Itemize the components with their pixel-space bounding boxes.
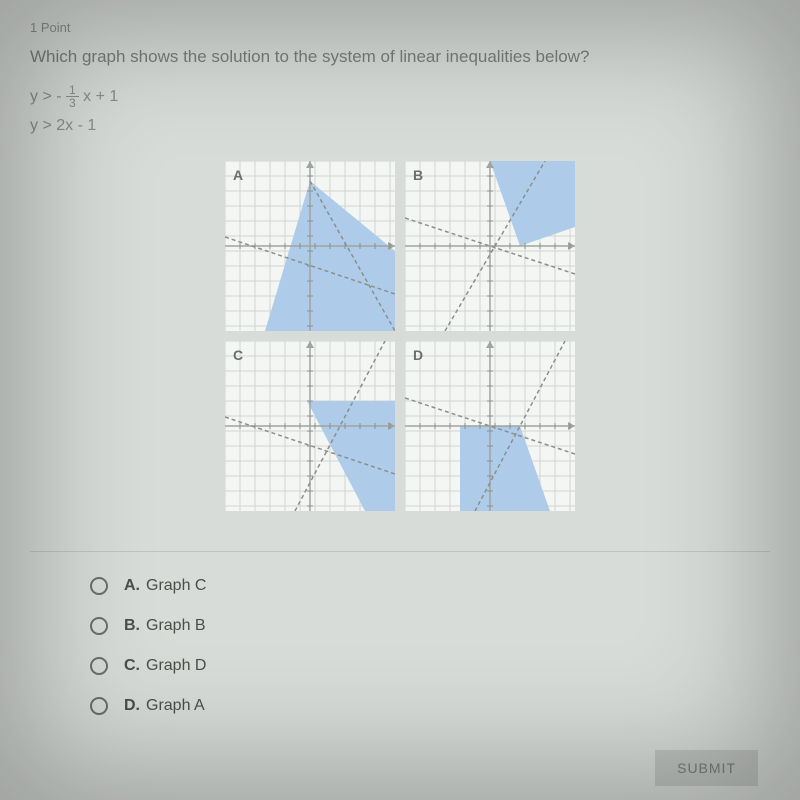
graph-c: C — [225, 341, 395, 511]
graph-label: B — [413, 167, 423, 183]
graphs-grid: A B C D — [30, 161, 770, 511]
question-text: Which graph shows the solution to the sy… — [30, 47, 770, 67]
radio-icon — [90, 657, 108, 675]
option-a[interactable]: A. Graph C — [90, 577, 770, 595]
fraction-denominator: 3 — [66, 97, 79, 109]
option-d[interactable]: D. Graph A — [90, 697, 770, 715]
formula-1: y > - 1 3 x + 1 — [30, 83, 770, 112]
graph-label: C — [233, 347, 243, 363]
formula-2: y > 2x - 1 — [30, 112, 770, 141]
formula-1-fraction: 1 3 — [66, 84, 79, 109]
formulas-block: y > - 1 3 x + 1 y > 2x - 1 — [30, 83, 770, 141]
option-letter: C. — [124, 657, 140, 675]
points-label: 1 Point — [30, 20, 770, 35]
option-letter: A. — [124, 577, 140, 595]
option-letter: D. — [124, 697, 140, 715]
radio-icon — [90, 617, 108, 635]
graph-b: B — [405, 161, 575, 331]
answer-options: A. Graph C B. Graph B C. Graph D D. Graph A — [90, 577, 770, 715]
option-letter: B. — [124, 617, 140, 635]
graph-a: A — [225, 161, 395, 331]
radio-icon — [90, 697, 108, 715]
option-text: Graph A — [146, 697, 205, 715]
radio-icon — [90, 577, 108, 595]
divider — [30, 551, 770, 552]
option-text: Graph B — [146, 617, 206, 635]
submit-button[interactable]: SUBMIT — [655, 750, 758, 786]
option-text: Graph D — [146, 657, 206, 675]
formula-1-prefix: y > - — [30, 88, 62, 105]
option-text: Graph C — [146, 577, 206, 595]
graph-label: A — [233, 167, 243, 183]
option-c[interactable]: C. Graph D — [90, 657, 770, 675]
formula-1-suffix: x + 1 — [83, 88, 118, 105]
graph-d: D — [405, 341, 575, 511]
graph-label: D — [413, 347, 423, 363]
option-b[interactable]: B. Graph B — [90, 617, 770, 635]
